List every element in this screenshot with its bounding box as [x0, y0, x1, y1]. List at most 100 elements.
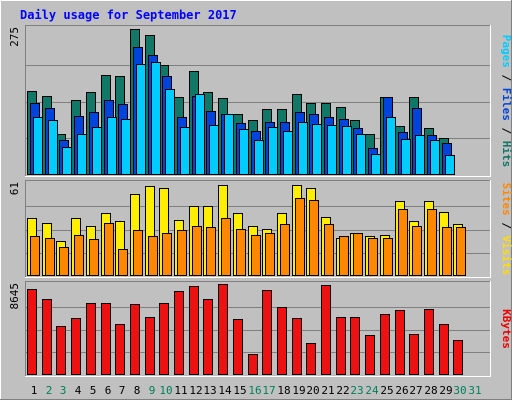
- bar-kbytes-day-8: [130, 304, 140, 375]
- bar-kbytes-day-3: [56, 326, 66, 375]
- x-axis-labels: 1 2 3 4 5 6 7 8 9 10 11 12 13 14 15 16 17 18 19 20 21 22 23 24 2…: [31, 384, 482, 397]
- bar-kbytes-day-4: [71, 318, 81, 375]
- x-tick-label: 10: [159, 384, 172, 397]
- bar-kbytes-day-13: [203, 299, 213, 375]
- x-tick-label: 31: [468, 384, 481, 397]
- bar-kbytes-day-30: [453, 340, 463, 375]
- bar-kbytes-day-20: [306, 343, 316, 375]
- x-tick-label: 12: [189, 384, 202, 397]
- bar-sites-day-12: [192, 226, 202, 276]
- bar-pages-day-9: [151, 62, 161, 175]
- x-tick-label: 28: [424, 384, 437, 397]
- bar-sites-day-28: [427, 209, 437, 276]
- legend-part-3: /: [500, 121, 512, 141]
- x-tick-label: 1: [31, 384, 38, 397]
- bar-pages-day-22: [342, 126, 352, 175]
- x-tick-label: 21: [321, 384, 334, 397]
- legend-part-1: /: [500, 216, 512, 236]
- x-tick-label: 15: [233, 384, 246, 397]
- x-tick-label: 17: [262, 384, 275, 397]
- x-tick-label: 13: [203, 384, 216, 397]
- bar-pages-day-15: [239, 129, 249, 175]
- bar-sites-day-21: [324, 224, 334, 276]
- bar-sites-day-20: [309, 200, 319, 276]
- bar-kbytes-day-22: [336, 317, 346, 375]
- x-tick-label: 20: [306, 384, 319, 397]
- legend-part-1: /: [500, 68, 512, 88]
- bar-sites-day-1: [30, 236, 40, 276]
- bar-kbytes-day-9: [145, 317, 155, 375]
- bar-sites-day-13: [206, 227, 216, 276]
- x-tick-label: 8: [134, 384, 141, 397]
- panel-hits-files-pages: 275 Pages / Files / Hits: [8, 25, 512, 177]
- bar-sites-day-18: [280, 224, 290, 276]
- bar-pages-day-3: [62, 147, 72, 175]
- bar-sites-day-14: [221, 218, 231, 276]
- bar-sites-day-17: [265, 233, 275, 276]
- bar-sites-day-30: [456, 227, 466, 276]
- x-tick-label: 19: [292, 384, 305, 397]
- bar-pages-day-16: [254, 140, 264, 175]
- bar-sites-day-15: [236, 229, 246, 276]
- bar-pages-day-5: [92, 127, 102, 175]
- bar-kbytes-day-18: [277, 307, 287, 375]
- bar-sites-day-23: [353, 233, 363, 276]
- panel-legend: Pages / Files / Hits: [500, 35, 512, 168]
- bar-sites-day-29: [442, 227, 452, 276]
- bar-pages-day-20: [312, 124, 322, 175]
- bar-kbytes-day-14: [218, 284, 228, 375]
- y-max-label: 61: [8, 182, 21, 195]
- x-tick-label: 27: [409, 384, 422, 397]
- x-tick-label: 11: [174, 384, 187, 397]
- bar-pages-day-24: [371, 154, 381, 175]
- bar-pages-day-1: [33, 117, 43, 175]
- bar-sites-day-11: [177, 230, 187, 276]
- bar-sites-day-3: [59, 247, 69, 276]
- panel-legend: Sites / Visits: [500, 183, 512, 276]
- bar-kbytes-day-29: [439, 324, 449, 375]
- x-tick-label: 29: [439, 384, 452, 397]
- x-tick-label: 22: [336, 384, 349, 397]
- bar-sites-day-16: [251, 235, 261, 276]
- x-tick-label: 2: [46, 384, 53, 397]
- x-tick-label: 25: [380, 384, 393, 397]
- y-max-label: 8645: [8, 283, 21, 310]
- bar-pages-day-7: [121, 119, 131, 175]
- bar-sites-day-2: [45, 238, 55, 276]
- x-tick-label: 24: [365, 384, 379, 397]
- bar-pages-day-23: [356, 134, 366, 175]
- chart-title: Daily usage for September 2017: [20, 8, 237, 22]
- x-tick-label: 3: [60, 384, 67, 397]
- bar-pages-day-13: [209, 125, 219, 175]
- bar-pages-day-25: [386, 117, 396, 175]
- bar-pages-day-6: [107, 117, 117, 175]
- x-tick-label: 14: [218, 384, 232, 397]
- bar-kbytes-day-16: [248, 354, 258, 375]
- x-tick-label: 18: [277, 384, 290, 397]
- bar-pages-day-11: [180, 127, 190, 175]
- bar-sites-day-25: [383, 238, 393, 276]
- bar-kbytes-day-19: [292, 318, 302, 375]
- bar-pages-day-12: [195, 94, 205, 175]
- bar-pages-day-19: [298, 122, 308, 175]
- bar-pages-day-18: [283, 131, 293, 175]
- bar-kbytes-day-15: [233, 319, 243, 375]
- bar-pages-day-28: [430, 140, 440, 175]
- bar-kbytes-day-21: [321, 285, 331, 375]
- panel-visits-sites: 61 Sites / Visits: [8, 180, 512, 278]
- bar-sites-day-4: [74, 235, 84, 276]
- bar-kbytes-day-24: [365, 335, 375, 375]
- bar-kbytes-day-2: [42, 299, 52, 375]
- bar-sites-day-9: [148, 236, 158, 276]
- series-kbytes: [27, 284, 463, 375]
- bar-sites-day-10: [162, 233, 172, 276]
- bar-kbytes-day-27: [409, 334, 419, 375]
- bar-sites-day-8: [133, 230, 143, 276]
- bar-kbytes-day-17: [262, 290, 272, 375]
- bar-kbytes-day-1: [27, 289, 37, 375]
- bar-pages-day-8: [136, 64, 146, 175]
- x-tick-label: 9: [149, 384, 156, 397]
- bar-kbytes-day-28: [424, 309, 434, 375]
- bar-pages-day-10: [165, 89, 175, 175]
